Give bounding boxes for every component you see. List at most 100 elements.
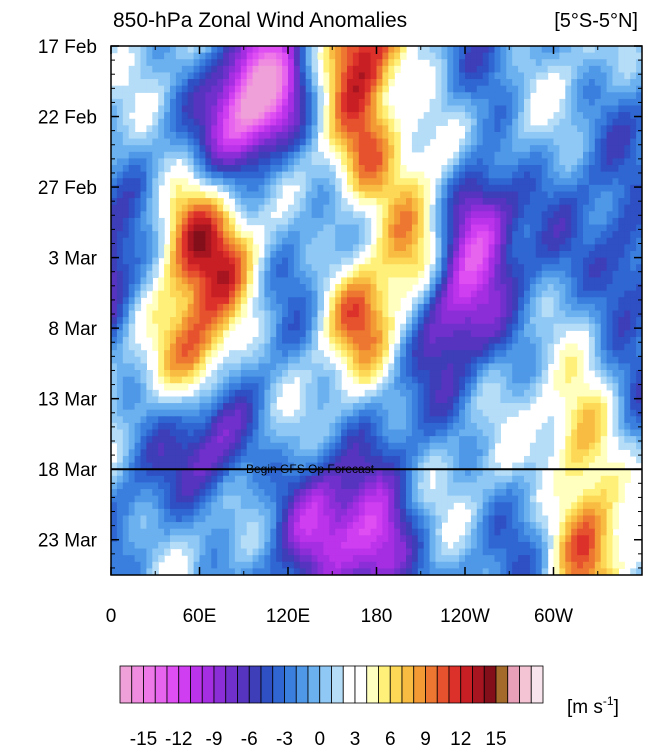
heatmap-cell	[187, 105, 195, 113]
heatmap-cell	[636, 145, 642, 153]
heatmap-cell	[488, 184, 496, 193]
heatmap-cell	[317, 416, 324, 424]
heatmap-cell	[311, 429, 319, 437]
heatmap-cell	[465, 370, 472, 378]
heatmap-cell	[370, 244, 378, 252]
heatmap-cell	[140, 131, 147, 140]
heatmap-cell	[459, 231, 466, 239]
heatmap-cell	[571, 178, 578, 186]
heatmap-cell	[270, 112, 277, 120]
heatmap-cell	[417, 422, 425, 431]
heatmap-cell	[181, 46, 189, 54]
heatmap-cell	[388, 138, 395, 146]
heatmap-cell	[276, 429, 283, 437]
heatmap-cell	[559, 231, 566, 239]
heatmap-cell	[288, 370, 295, 378]
heatmap-cell	[146, 125, 153, 133]
heatmap-cell	[470, 449, 478, 457]
heatmap-cell	[447, 257, 454, 265]
heatmap-cell	[116, 416, 124, 424]
heatmap-cell	[512, 270, 519, 279]
heatmap-cell	[565, 59, 572, 67]
heatmap-cell	[588, 92, 596, 100]
heatmap-cell	[158, 178, 165, 186]
heatmap-cell	[400, 330, 407, 338]
heatmap-cell	[529, 363, 537, 371]
heatmap-cell	[128, 442, 136, 450]
heatmap-cell	[630, 231, 637, 239]
heatmap-cell	[347, 323, 354, 331]
heatmap-cell	[341, 151, 348, 160]
heatmap-cell	[406, 217, 413, 226]
heatmap-cell	[600, 52, 608, 60]
heatmap-cell	[311, 277, 319, 285]
heatmap-cell	[441, 250, 448, 259]
heatmap-cell	[488, 138, 496, 146]
heatmap-cell	[293, 52, 301, 60]
heatmap-cell	[288, 436, 295, 444]
heatmap-cell	[152, 151, 159, 160]
heatmap-cell	[264, 416, 271, 424]
heatmap-cell	[382, 244, 389, 252]
heatmap-cell	[417, 409, 425, 417]
heatmap-cell	[400, 284, 407, 292]
heatmap-cell	[270, 125, 277, 133]
heatmap-cell	[370, 125, 378, 133]
heatmap-cell	[258, 442, 265, 450]
heatmap-cell	[482, 118, 490, 126]
heatmap-cell	[152, 244, 159, 252]
heatmap-cell	[364, 376, 372, 384]
heatmap-cell	[553, 297, 560, 305]
heatmap-cell	[175, 257, 183, 265]
heatmap-cell	[276, 376, 283, 384]
heatmap-cell	[636, 403, 642, 411]
heatmap-cell	[565, 151, 572, 160]
heatmap-cell	[447, 370, 454, 378]
heatmap-cell	[624, 257, 631, 265]
heatmap-cell	[158, 403, 165, 411]
heatmap-cell	[246, 59, 254, 67]
heatmap-cell	[441, 376, 448, 384]
heatmap-cell	[181, 145, 189, 153]
heatmap-cell	[282, 244, 289, 252]
heatmap-cell	[152, 131, 159, 140]
heatmap-cell	[175, 112, 183, 120]
heatmap-cell	[211, 191, 218, 199]
heatmap-cell	[541, 257, 549, 265]
heatmap-cell	[453, 158, 460, 166]
heatmap-cell	[600, 237, 608, 245]
heatmap-cell	[459, 257, 466, 265]
heatmap-cell	[282, 145, 289, 153]
heatmap-cell	[358, 138, 366, 146]
heatmap-cell	[181, 264, 189, 272]
heatmap-cell	[152, 231, 159, 239]
heatmap-cell	[276, 112, 283, 120]
heatmap-cell	[305, 270, 313, 279]
heatmap-cell	[223, 317, 230, 325]
heatmap-cell	[541, 158, 549, 166]
heatmap-cell	[441, 237, 448, 245]
heatmap-cell	[636, 79, 642, 87]
heatmap-cell	[293, 323, 301, 331]
heatmap-cell	[293, 151, 301, 160]
heatmap-cell	[187, 310, 195, 318]
heatmap-cell	[329, 310, 336, 318]
heatmap-cell	[276, 92, 283, 100]
heatmap-cell	[588, 409, 596, 417]
heatmap-cell	[388, 436, 395, 444]
heatmap-cell	[158, 303, 165, 312]
heatmap-cell	[541, 284, 549, 292]
heatmap-cell	[417, 204, 425, 212]
heatmap-cell	[588, 244, 596, 252]
heatmap-cell	[305, 429, 313, 437]
heatmap-cell	[288, 158, 295, 166]
heatmap-cell	[217, 244, 224, 252]
heatmap-cell	[636, 184, 642, 193]
heatmap-cell	[211, 330, 218, 338]
heatmap-cell	[282, 65, 289, 74]
heatmap-cell	[583, 59, 590, 67]
heatmap-cell	[335, 244, 342, 252]
heatmap-cell	[476, 284, 484, 292]
heatmap-cell	[588, 72, 596, 80]
heatmap-cell	[305, 330, 313, 338]
